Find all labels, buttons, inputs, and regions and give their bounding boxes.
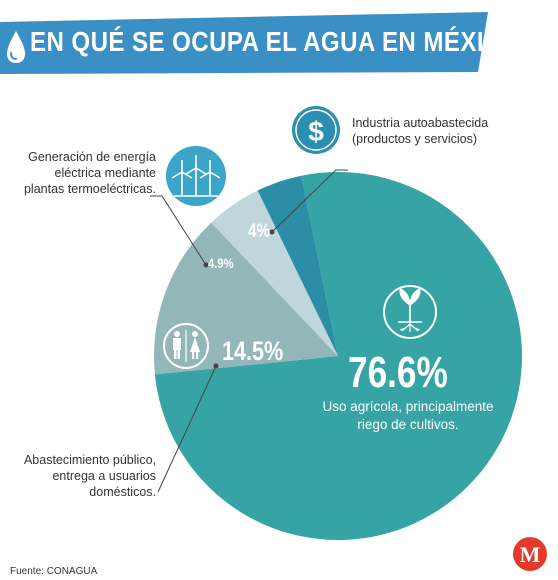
restroom-icon [162, 322, 210, 370]
publico-percent: 14.5% [222, 336, 284, 366]
pie-slice-energia [211, 190, 338, 356]
wind-turbine-icon [166, 146, 226, 206]
plant-icon [383, 285, 437, 339]
svg-text:$: $ [308, 116, 324, 147]
industria-percent: 4% [248, 221, 270, 242]
svg-text:M: M [520, 542, 541, 567]
title-banner [0, 12, 488, 74]
water-drop-icon [7, 31, 25, 63]
agricola-percent: 76.6% [348, 348, 448, 397]
callout-dot-energia [203, 262, 209, 268]
callout-dot-industria [269, 229, 275, 235]
callout-industria: Industria autoabastecida (productos y se… [352, 116, 489, 146]
callout-publico: Abastecimiento público, entrega a usuari… [23, 453, 156, 499]
pie-slice-industria [257, 175, 338, 356]
callout-line-energia [150, 195, 207, 266]
source-note: Fuente: CONAGUA [10, 566, 98, 577]
callout-energia: Generación de energía eléctrica mediante… [23, 150, 156, 196]
pie-slice-agricola [154, 171, 522, 540]
agricola-description: Uso agrícola, principalmente riego de cu… [322, 399, 494, 432]
callout-dot-publico [213, 363, 219, 369]
milenio-logo: M [513, 537, 547, 571]
dollar-icon: $ [292, 106, 340, 154]
energia-percent: 4.9% [208, 255, 234, 271]
page-title: EN QUÉ SE OCUPA EL AGUA EN MÉXICO: [30, 26, 530, 57]
callout-line-industria [271, 169, 348, 233]
callout-line-publico [157, 365, 217, 493]
